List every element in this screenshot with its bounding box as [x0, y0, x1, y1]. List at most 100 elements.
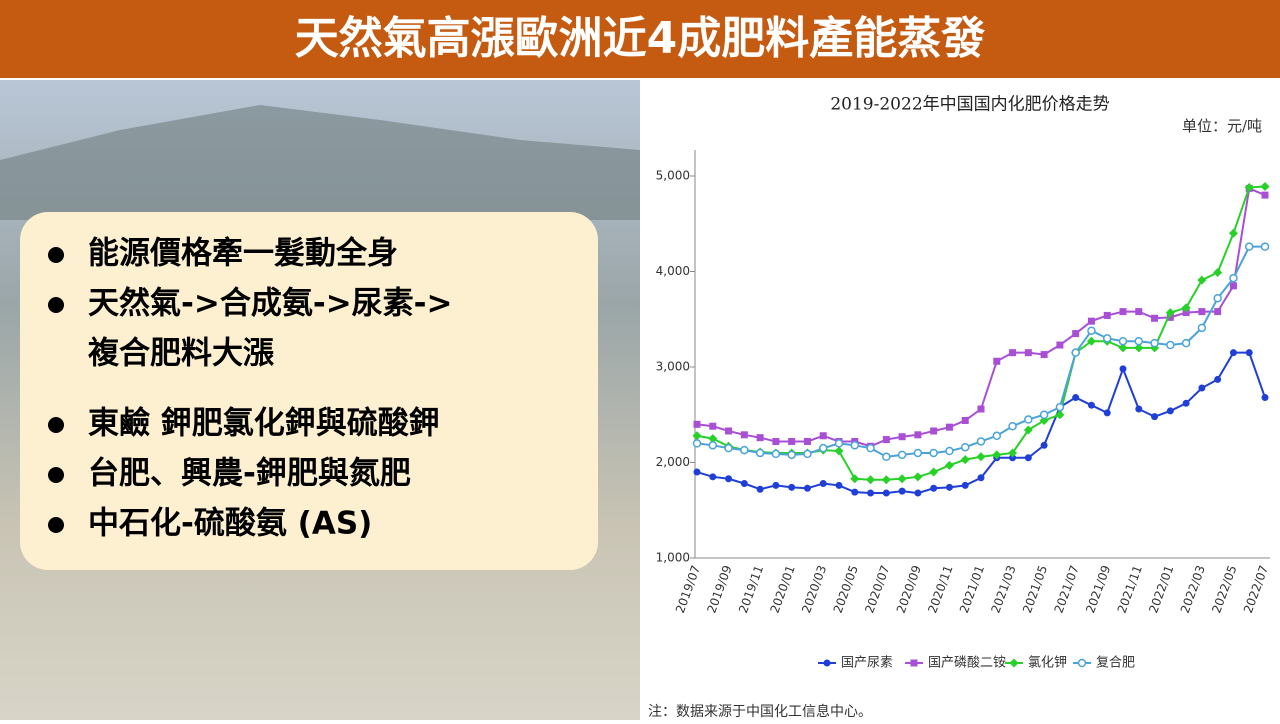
point	[945, 423, 953, 431]
point	[1072, 394, 1080, 402]
point	[1071, 348, 1080, 357]
bullet-text: 中石化-硫酸氨 (AS)	[88, 506, 372, 542]
point	[866, 443, 875, 453]
legend-label: 复合肥	[1096, 656, 1135, 671]
point	[930, 484, 938, 492]
point	[740, 445, 749, 455]
point	[992, 450, 1002, 460]
point	[772, 437, 780, 445]
point	[1229, 273, 1238, 283]
point	[914, 489, 922, 497]
point	[1198, 308, 1206, 316]
point	[929, 467, 939, 477]
point	[834, 446, 844, 456]
point	[755, 448, 765, 458]
bullet-dot	[48, 247, 64, 263]
point	[692, 431, 702, 441]
point	[1197, 323, 1207, 333]
point	[977, 405, 985, 413]
point	[1166, 407, 1174, 415]
point	[788, 483, 796, 491]
point	[1229, 282, 1237, 290]
point	[709, 473, 717, 481]
point	[834, 439, 844, 448]
point	[1024, 415, 1033, 424]
point	[1228, 228, 1238, 238]
point	[976, 452, 986, 462]
point	[724, 443, 733, 453]
point	[1165, 308, 1175, 318]
point	[819, 480, 827, 488]
point	[1135, 405, 1143, 413]
point	[1181, 338, 1191, 348]
point	[977, 474, 985, 482]
point	[740, 480, 748, 488]
legend-label: 国产磷酸二铵	[928, 656, 1006, 671]
point	[819, 432, 827, 440]
point	[1118, 343, 1128, 353]
point	[944, 460, 954, 470]
point	[961, 416, 969, 424]
mountains	[0, 105, 640, 220]
point	[1087, 317, 1095, 325]
point	[1261, 191, 1269, 199]
y-tick-label: 3,000	[656, 360, 690, 374]
point	[835, 481, 843, 489]
point	[961, 481, 969, 489]
point	[945, 446, 954, 456]
point	[913, 472, 923, 482]
point	[1229, 349, 1237, 357]
point	[1009, 454, 1017, 462]
y-tick-label: 5,000	[656, 169, 690, 183]
point	[1150, 338, 1159, 348]
point	[709, 422, 717, 430]
point	[1213, 293, 1222, 303]
legend-marker	[910, 659, 918, 667]
point	[803, 449, 812, 459]
point	[1135, 308, 1143, 316]
chart-panel	[642, 80, 1280, 720]
point	[1056, 341, 1064, 349]
legend-marker	[1077, 658, 1087, 668]
unit-label: 单位：元/吨	[1182, 117, 1262, 135]
bullet-dot	[48, 297, 64, 313]
point	[960, 455, 970, 465]
header-bar	[0, 0, 1280, 78]
point	[897, 474, 907, 484]
point	[1102, 334, 1112, 343]
bullet-text: 東鹼 鉀肥氯化鉀與硫酸鉀	[88, 406, 440, 442]
point	[1055, 410, 1065, 420]
point	[945, 483, 953, 491]
point	[850, 441, 860, 450]
point	[1134, 343, 1144, 353]
point	[1103, 409, 1111, 417]
point	[898, 433, 906, 441]
point	[725, 427, 733, 435]
y-tick-label: 2,000	[656, 455, 690, 469]
point	[692, 439, 702, 448]
point	[851, 488, 859, 496]
point	[913, 448, 923, 458]
point	[1119, 308, 1127, 316]
point	[1182, 399, 1190, 407]
legend-marker	[823, 659, 831, 667]
point	[882, 489, 890, 497]
point	[960, 442, 970, 452]
point	[1024, 454, 1032, 462]
point	[1119, 365, 1127, 373]
point	[866, 475, 876, 485]
point	[1181, 303, 1191, 313]
point	[1039, 410, 1049, 419]
point	[1166, 313, 1174, 321]
point	[803, 437, 811, 445]
point	[1214, 375, 1222, 383]
point	[993, 357, 1001, 365]
point	[1166, 340, 1175, 350]
point	[850, 474, 860, 484]
point	[1244, 242, 1254, 251]
point	[1198, 384, 1206, 392]
point	[882, 436, 890, 444]
point	[914, 431, 922, 439]
point	[756, 434, 764, 442]
